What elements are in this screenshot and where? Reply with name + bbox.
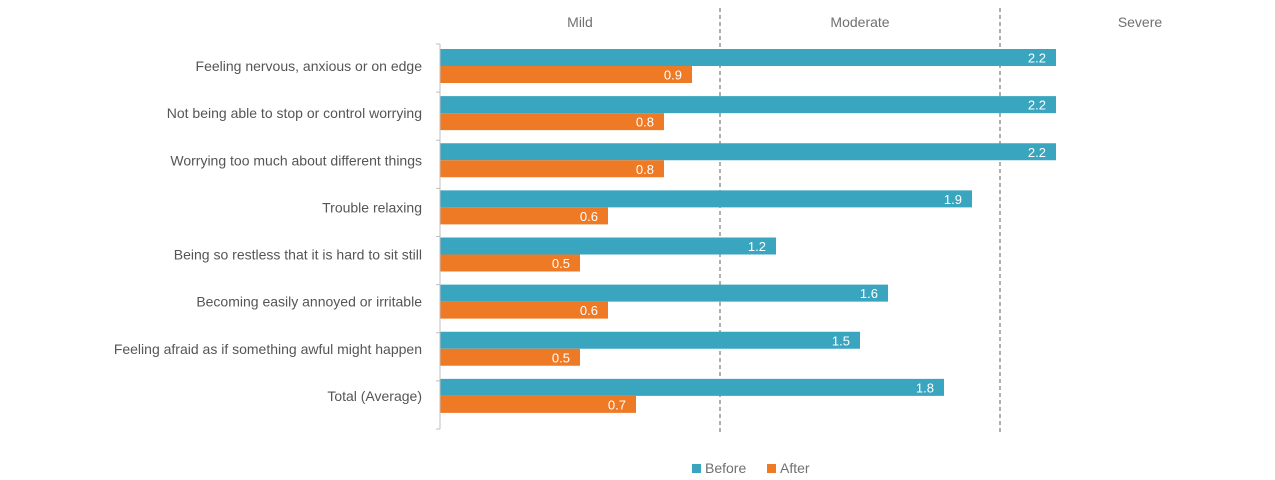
legend-swatch-before xyxy=(692,464,701,473)
category-label-6: Becoming easily annoyed or irritable xyxy=(196,294,422,310)
bar-label-before-5: 1.2 xyxy=(748,239,766,254)
category-axis-ticks xyxy=(436,43,440,430)
bar-label-before-3: 2.2 xyxy=(1028,145,1046,160)
bar-label-before-6: 1.6 xyxy=(860,286,878,301)
category-label-8: Total (Average) xyxy=(327,388,422,404)
category-label-1: Feeling nervous, anxious or on edge xyxy=(196,58,423,74)
bar-before-7 xyxy=(440,331,860,349)
legend: Before After xyxy=(692,460,810,476)
legend-label-after: After xyxy=(780,460,810,476)
severity-region-label-moderate: Moderate xyxy=(830,14,889,30)
bar-label-after-7: 0.5 xyxy=(552,350,570,365)
category-label-3: Worrying too much about different things xyxy=(170,152,422,168)
category-labels: Feeling nervous, anxious or on edge Not b… xyxy=(114,58,422,404)
bar-label-after-5: 0.5 xyxy=(552,256,570,271)
bar-before-1 xyxy=(440,49,1056,66)
severity-region-label-mild: Mild xyxy=(567,14,593,30)
category-label-4: Trouble relaxing xyxy=(322,199,422,215)
bar-after-8 xyxy=(440,395,636,413)
bar-label-before-2: 2.2 xyxy=(1028,98,1046,113)
bar-before-3 xyxy=(440,143,1056,161)
bar-label-after-6: 0.6 xyxy=(580,303,598,318)
bar-before-2 xyxy=(440,96,1056,114)
bar-after-3 xyxy=(440,160,664,178)
severity-dividers xyxy=(719,8,1001,433)
bar-label-before-4: 1.9 xyxy=(944,192,962,207)
bar-after-6 xyxy=(440,301,608,319)
bar-after-4 xyxy=(440,207,608,225)
bar-after-1 xyxy=(440,66,692,83)
bar-label-before-8: 1.8 xyxy=(916,380,934,395)
bar-label-after-4: 0.6 xyxy=(580,209,598,224)
bar-before-6 xyxy=(440,284,888,302)
bar-label-after-3: 0.8 xyxy=(636,162,654,177)
bar-before-8 xyxy=(440,378,944,396)
category-label-7: Feeling afraid as if something awful mig… xyxy=(114,341,422,357)
severity-region-label-severe: Severe xyxy=(1118,14,1163,30)
bar-after-5 xyxy=(440,254,580,272)
bar-label-before-1: 2.2 xyxy=(1028,51,1046,66)
bar-label-before-7: 1.5 xyxy=(832,333,850,348)
bar-label-after-2: 0.8 xyxy=(636,115,654,130)
legend-swatch-after xyxy=(767,464,776,473)
bar-after-2 xyxy=(440,113,664,131)
bar-before-4 xyxy=(440,190,972,208)
legend-label-before: Before xyxy=(705,460,746,476)
bars: 2.2 0.9 2.2 0.8 2.2 0.8 1.9 0.6 1.2 0.5 1.6 0.6 1.5 0… xyxy=(440,49,1056,413)
category-label-5: Being so restless that it is hard to sit… xyxy=(174,247,422,263)
bar-after-7 xyxy=(440,348,580,366)
bar-label-after-8: 0.7 xyxy=(608,397,626,412)
bar-label-after-1: 0.9 xyxy=(664,68,682,83)
category-label-2: Not being able to stop or control worryi… xyxy=(167,105,422,121)
severity-region-labels: Mild Moderate Severe xyxy=(567,14,1162,30)
bar-before-5 xyxy=(440,237,776,255)
